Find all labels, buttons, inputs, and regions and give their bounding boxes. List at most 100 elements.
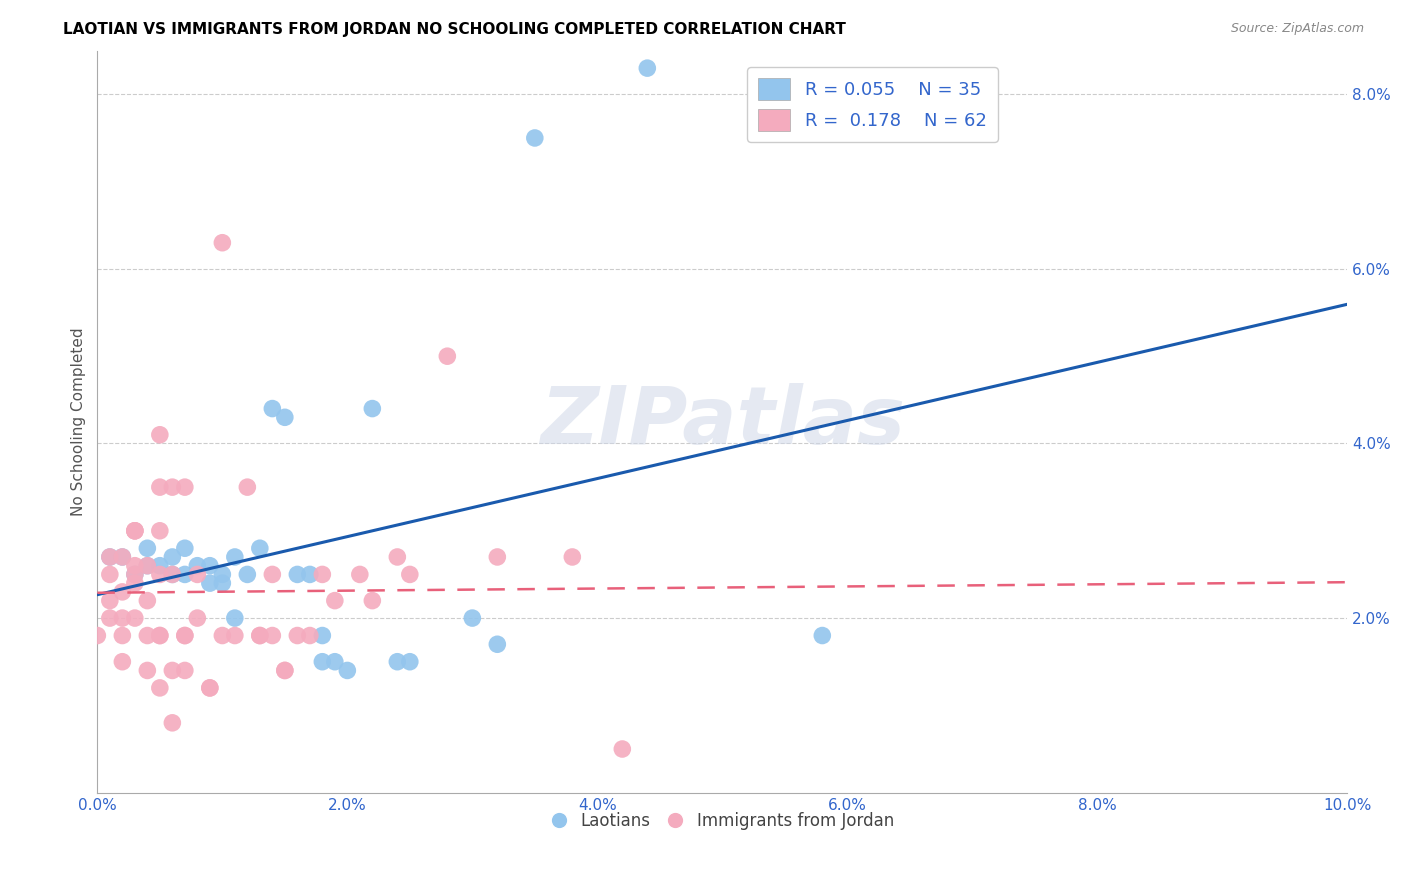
Point <box>149 681 172 695</box>
Point <box>124 576 146 591</box>
Point <box>98 567 121 582</box>
Point <box>173 628 195 642</box>
Point <box>124 611 146 625</box>
Point <box>162 549 184 564</box>
Point <box>249 628 271 642</box>
Point <box>173 480 195 494</box>
Point <box>274 664 297 678</box>
Point <box>224 549 246 564</box>
Point <box>349 567 371 582</box>
Point <box>285 567 308 582</box>
Point <box>274 410 297 425</box>
Point <box>211 628 233 642</box>
Point <box>211 235 233 250</box>
Point <box>136 628 159 642</box>
Point <box>311 655 333 669</box>
Point <box>361 593 384 607</box>
Point <box>149 628 172 642</box>
Point <box>236 567 259 582</box>
Point <box>361 401 384 416</box>
Point <box>162 664 184 678</box>
Point <box>186 558 208 573</box>
Point <box>136 558 159 573</box>
Y-axis label: No Schooling Completed: No Schooling Completed <box>72 327 86 516</box>
Point <box>162 567 184 582</box>
Point <box>811 628 834 642</box>
Point <box>198 681 221 695</box>
Point <box>149 628 172 642</box>
Point <box>398 567 420 582</box>
Point <box>111 655 134 669</box>
Point <box>311 567 333 582</box>
Point <box>274 664 297 678</box>
Point <box>111 628 134 642</box>
Point <box>149 480 172 494</box>
Point <box>461 611 484 625</box>
Point <box>298 628 321 642</box>
Text: ZIPatlas: ZIPatlas <box>540 383 905 460</box>
Legend: Laotians, Immigrants from Jordan: Laotians, Immigrants from Jordan <box>544 805 901 837</box>
Point <box>111 611 134 625</box>
Text: LAOTIAN VS IMMIGRANTS FROM JORDAN NO SCHOOLING COMPLETED CORRELATION CHART: LAOTIAN VS IMMIGRANTS FROM JORDAN NO SCH… <box>63 22 846 37</box>
Point <box>111 549 134 564</box>
Point <box>612 742 634 756</box>
Point <box>124 524 146 538</box>
Point <box>149 558 172 573</box>
Point <box>224 611 246 625</box>
Point <box>162 480 184 494</box>
Point <box>124 524 146 538</box>
Point <box>249 628 271 642</box>
Point <box>124 567 146 582</box>
Point <box>285 628 308 642</box>
Point <box>162 715 184 730</box>
Point <box>198 558 221 573</box>
Point <box>561 549 583 564</box>
Point <box>262 567 284 582</box>
Point <box>387 655 409 669</box>
Point <box>387 549 409 564</box>
Point <box>173 541 195 556</box>
Point <box>311 628 333 642</box>
Point <box>136 541 159 556</box>
Point <box>211 567 233 582</box>
Point <box>98 611 121 625</box>
Point <box>323 655 346 669</box>
Point <box>636 61 658 75</box>
Point <box>111 585 134 599</box>
Point <box>224 628 246 642</box>
Point <box>249 541 271 556</box>
Point <box>198 681 221 695</box>
Point <box>211 576 233 591</box>
Point <box>173 628 195 642</box>
Point <box>298 567 321 582</box>
Point <box>111 549 134 564</box>
Point <box>98 549 121 564</box>
Point <box>262 628 284 642</box>
Point <box>86 628 108 642</box>
Point <box>98 549 121 564</box>
Point <box>149 567 172 582</box>
Point <box>523 131 546 145</box>
Point <box>398 655 420 669</box>
Point <box>149 427 172 442</box>
Point <box>236 480 259 494</box>
Point <box>173 567 195 582</box>
Point <box>136 664 159 678</box>
Point <box>98 593 121 607</box>
Point <box>186 567 208 582</box>
Text: Source: ZipAtlas.com: Source: ZipAtlas.com <box>1230 22 1364 36</box>
Point <box>198 576 221 591</box>
Point <box>124 567 146 582</box>
Point <box>436 349 458 363</box>
Point <box>124 524 146 538</box>
Point <box>336 664 359 678</box>
Point <box>124 558 146 573</box>
Point <box>323 593 346 607</box>
Point <box>186 611 208 625</box>
Point <box>149 524 172 538</box>
Point <box>162 567 184 582</box>
Point <box>136 558 159 573</box>
Point <box>173 664 195 678</box>
Point <box>136 593 159 607</box>
Point <box>486 549 509 564</box>
